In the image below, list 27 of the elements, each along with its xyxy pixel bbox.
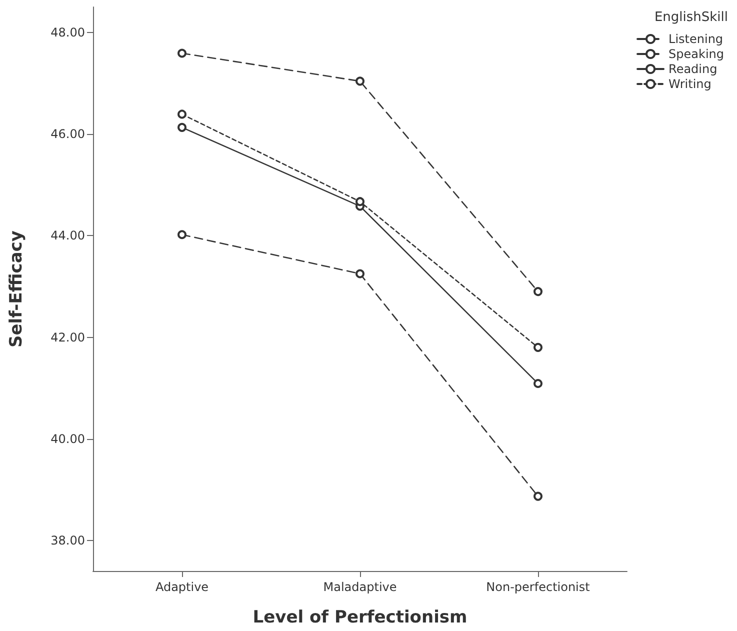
x-tick-label: Non-perfectionist [486, 580, 590, 594]
y-tick-label: 40.00 [50, 432, 85, 446]
point [356, 76, 364, 86]
y-axis-title: Self-Efficacy [6, 230, 26, 348]
legend-label: Listening [668, 32, 724, 46]
legend-label: Writing [668, 77, 712, 91]
point [534, 379, 542, 388]
point [356, 197, 364, 206]
point [534, 287, 542, 296]
y-tick-label: 46.00 [50, 127, 85, 142]
point [356, 269, 364, 278]
x-tick-label: Maladaptive [323, 580, 397, 594]
x-tick-label: Adaptive [155, 580, 209, 594]
legend-label: Speaking [668, 47, 724, 61]
point [534, 492, 542, 501]
legend-label: Reading [668, 62, 718, 76]
y-tick-label: 42.00 [50, 330, 85, 344]
y-tick-label: 38.00 [50, 534, 85, 548]
point [178, 110, 186, 119]
y-tick-label: 48.00 [50, 25, 85, 40]
legend-title: EnglishSkill [654, 10, 728, 25]
point [178, 48, 186, 58]
point [178, 122, 186, 132]
point [178, 230, 186, 240]
x-axis-title: Level of Perfectionism [252, 608, 468, 628]
y-tick-label: 44.00 [50, 228, 85, 243]
point [534, 342, 542, 352]
